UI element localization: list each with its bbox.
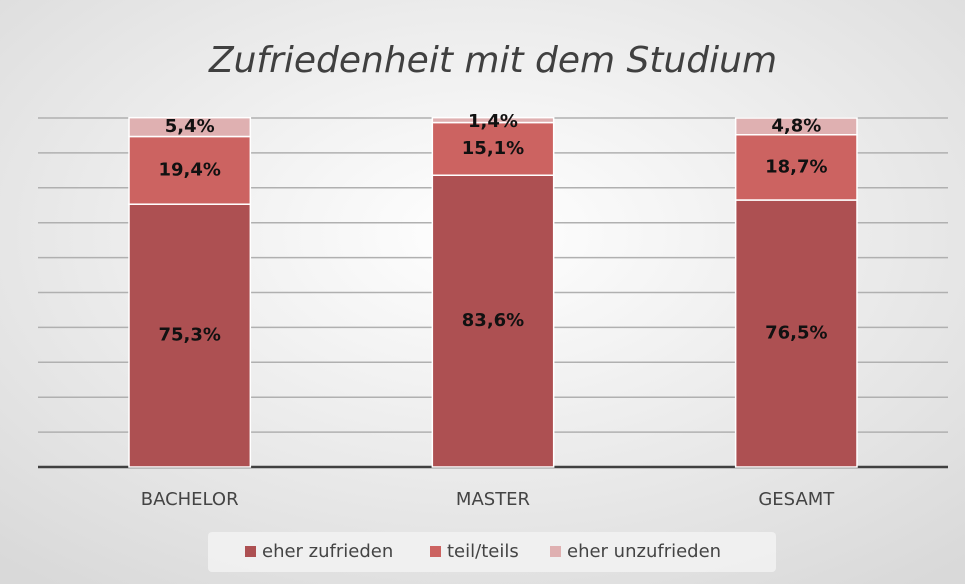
legend-label: eher unzufrieden bbox=[567, 541, 721, 562]
data-label: 19,4% bbox=[158, 159, 220, 180]
legend-marker bbox=[430, 546, 441, 557]
bar-segment bbox=[128, 135, 252, 205]
data-label: 83,6% bbox=[462, 310, 524, 331]
x-tick-label: GESAMT bbox=[758, 489, 835, 510]
bar-segment bbox=[431, 116, 555, 124]
x-tick-label: MASTER bbox=[456, 489, 530, 510]
bar-segment bbox=[431, 121, 555, 176]
legend-label: eher zufrieden bbox=[262, 541, 393, 562]
x-tick-label: BACHELOR bbox=[141, 489, 239, 510]
legend-marker bbox=[550, 546, 561, 557]
bar-segment bbox=[128, 116, 252, 138]
data-label: 15,1% bbox=[462, 138, 524, 159]
bar-segment bbox=[734, 117, 858, 136]
legend-marker bbox=[245, 546, 256, 557]
data-label: 4,8% bbox=[771, 115, 821, 136]
legend-label: teil/teils bbox=[447, 541, 519, 562]
legend-box bbox=[208, 532, 776, 572]
data-label: 5,4% bbox=[165, 116, 215, 137]
data-label: 75,3% bbox=[158, 325, 220, 346]
data-label: 76,5% bbox=[765, 323, 827, 344]
bar-segment bbox=[734, 199, 858, 468]
chart-title: Zufriedenheit mit dem Studium bbox=[208, 40, 777, 81]
bar-segment bbox=[431, 174, 555, 468]
data-label: 1,4% bbox=[468, 111, 518, 132]
data-label: 18,7% bbox=[765, 156, 827, 177]
bar-segment bbox=[128, 203, 252, 468]
